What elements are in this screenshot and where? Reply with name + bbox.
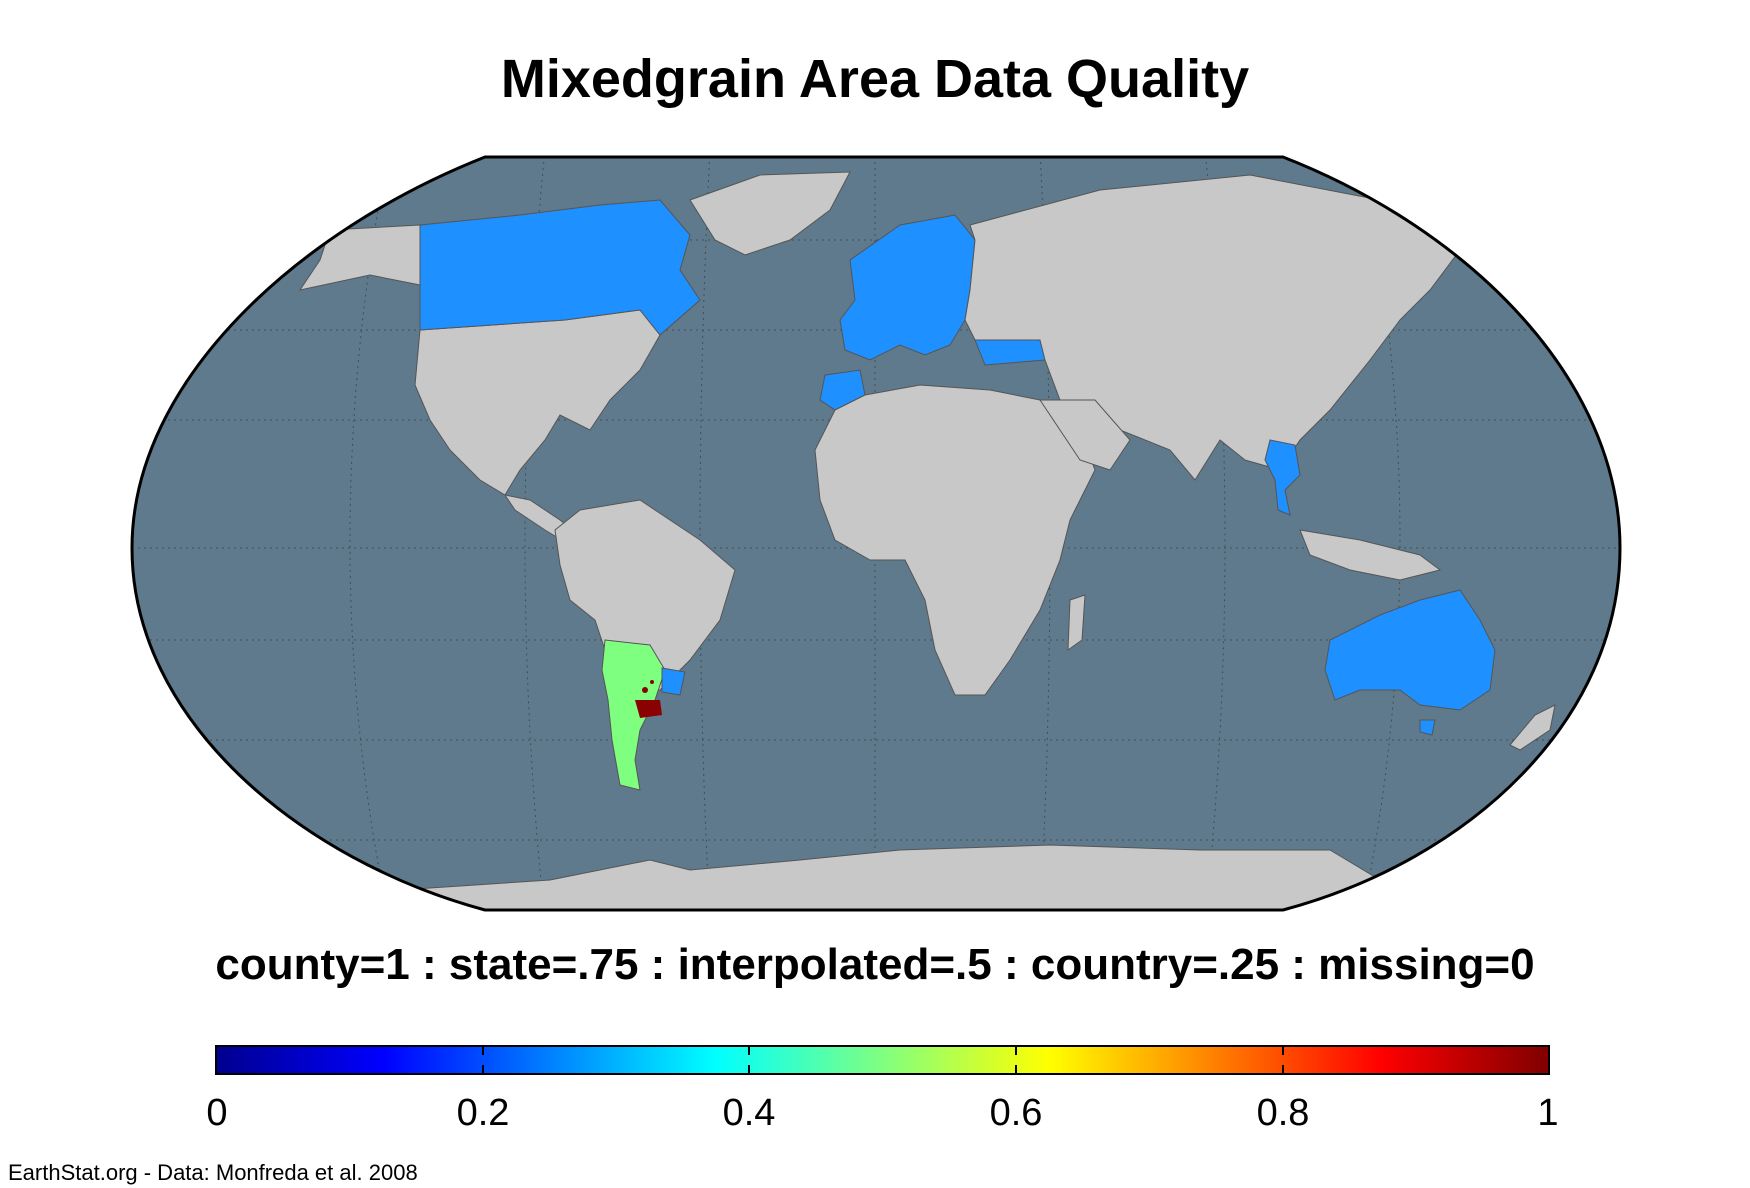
colorbar-tick-label: 0.2 bbox=[456, 1092, 510, 1134]
argentina-region bbox=[601, 639, 666, 791]
colorbar-tick-label: 0.4 bbox=[722, 1092, 776, 1134]
globe-outline bbox=[130, 155, 1622, 912]
arabia-land bbox=[1039, 399, 1131, 471]
greenland bbox=[689, 171, 851, 256]
uruguay-region bbox=[661, 667, 686, 696]
new-zealand-land bbox=[1509, 704, 1556, 751]
legend-label: county=1 : state=.75 : interpolated=.5 :… bbox=[215, 940, 1535, 989]
map-title: Mixedgrain Area Data Quality bbox=[500, 49, 1250, 109]
colorbar-tick-label: 0 bbox=[206, 1092, 228, 1134]
colorbar-tick-mark bbox=[1282, 1065, 1284, 1075]
colorbar-tick-mark bbox=[748, 1045, 750, 1055]
thailand-region bbox=[1264, 439, 1301, 516]
colorbar-tick-label: 0.6 bbox=[989, 1092, 1043, 1134]
colorbar-tick-label: 1 bbox=[1537, 1092, 1559, 1134]
australia-region bbox=[1324, 589, 1496, 711]
tasmania-region bbox=[1419, 719, 1436, 736]
europe-region bbox=[839, 214, 976, 361]
colorbar-tick-mark bbox=[1282, 1045, 1284, 1055]
colorbar-tick-mark bbox=[1015, 1045, 1017, 1055]
antarctica-land bbox=[379, 844, 1401, 910]
turkey-region bbox=[974, 339, 1046, 366]
canada-region bbox=[419, 199, 701, 336]
colorbar-tick-label: 0.8 bbox=[1256, 1092, 1310, 1134]
madagascar-land bbox=[1067, 594, 1086, 652]
colorbar-tick-mark bbox=[1015, 1065, 1017, 1075]
africa-land bbox=[814, 384, 1096, 696]
colorbar-tick-mark bbox=[748, 1065, 750, 1075]
credit-text: EarthStat.org - Data: Monfreda et al. 20… bbox=[8, 1160, 418, 1185]
colorbar bbox=[215, 1045, 1550, 1075]
colorbar-tick-mark bbox=[482, 1045, 484, 1055]
buenos-aires-region bbox=[635, 700, 662, 718]
colorbar-tick-mark bbox=[482, 1065, 484, 1075]
se-asia-islands bbox=[1299, 529, 1442, 581]
